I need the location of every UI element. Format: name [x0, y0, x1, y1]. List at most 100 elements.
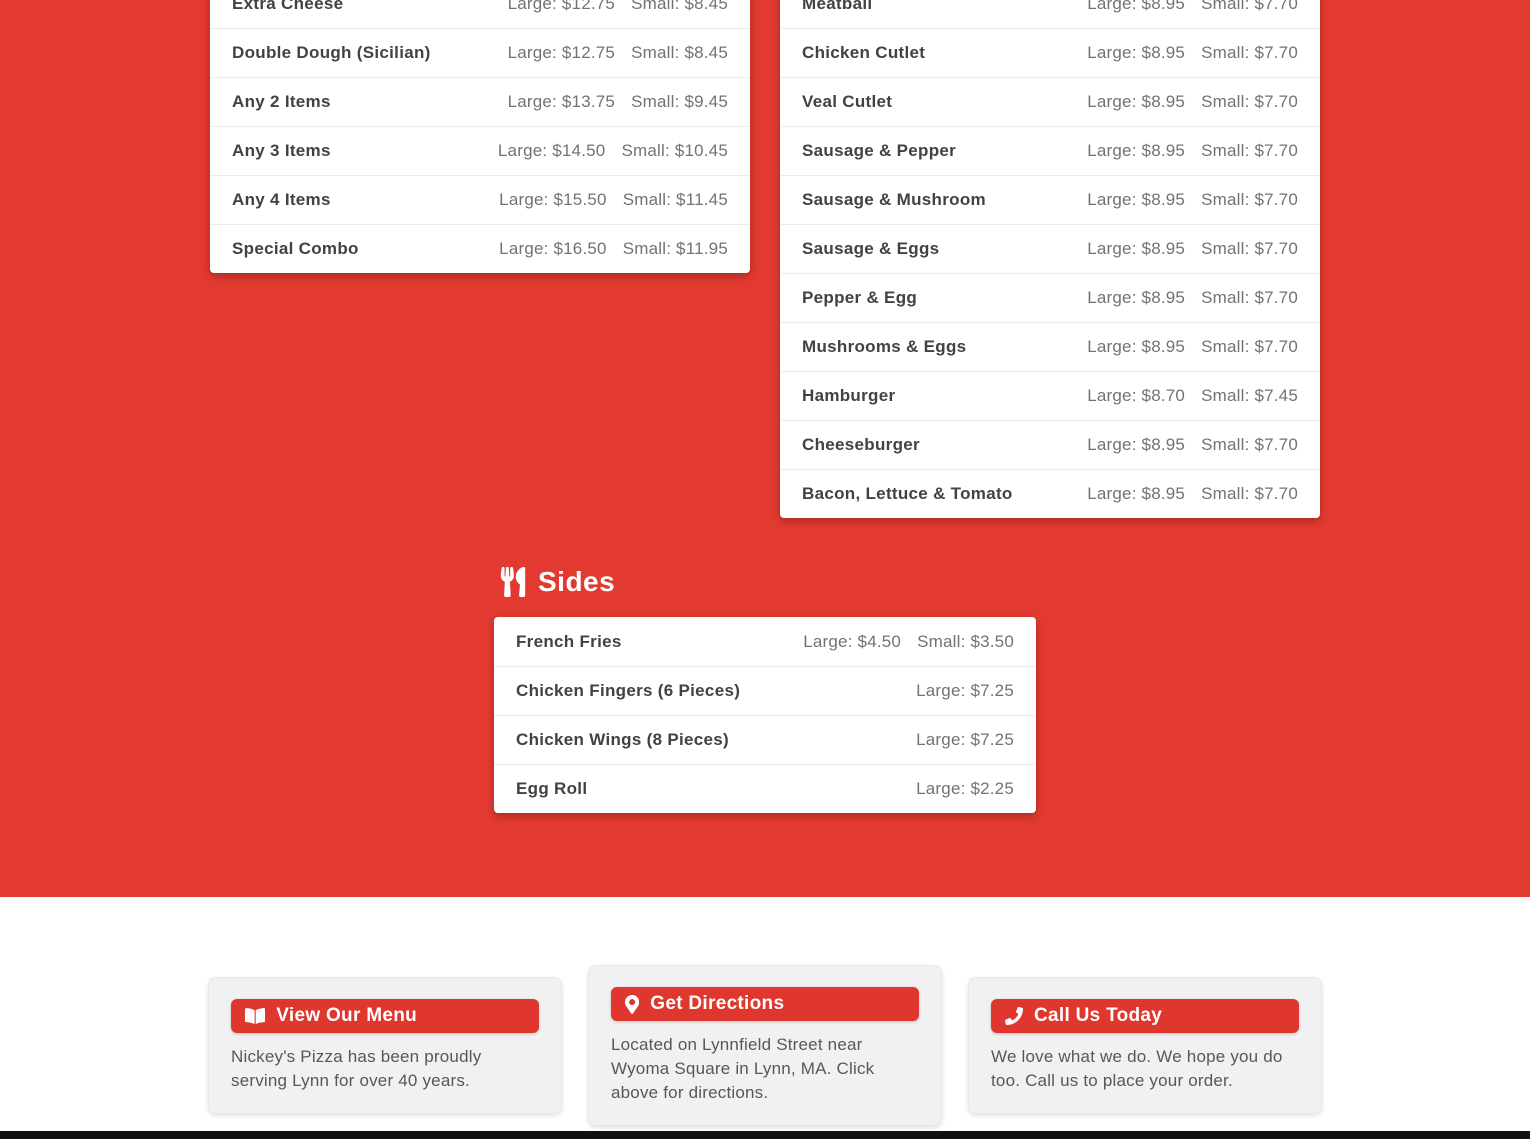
menu-item-prices: Large: $8.95 Small: $7.70 [1087, 435, 1298, 455]
menu-item-price-large: Large: $8.95 [1087, 141, 1186, 160]
menu-item-row: Sausage & Eggs Large: $8.95 Small: $7.70 [780, 224, 1320, 273]
menu-item-price-large: Large: $8.95 [1087, 288, 1186, 307]
menu-item-price-large: Large: $15.50 [499, 190, 607, 209]
menu-item-price-small: Small: $8.45 [631, 43, 728, 62]
menu-item-prices: Large: $8.95 Small: $7.70 [1087, 190, 1298, 210]
menu-item-prices: Large: $12.75 Small: $8.45 [508, 0, 728, 14]
menu-item-prices: Large: $13.75 Small: $9.45 [508, 92, 728, 112]
menu-item-prices: Large: $14.50 Small: $10.45 [498, 141, 728, 161]
menu-item-price-small: Small: $7.70 [1201, 43, 1298, 62]
get-directions-button[interactable]: Get Directions [611, 987, 919, 1021]
menu-item-name: Special Combo [232, 239, 359, 258]
menu-item-prices: Large: $8.95 Small: $7.70 [1087, 337, 1298, 357]
menu-item-row: Cheeseburger Large: $8.95 Small: $7.70 [780, 420, 1320, 469]
menu-item-row: Chicken Cutlet Large: $8.95 Small: $7.70 [780, 28, 1320, 77]
menu-item-name: Chicken Cutlet [802, 43, 926, 62]
menu-item-prices: Large: $16.50 Small: $11.95 [499, 239, 728, 259]
menu-item-name: Chicken Wings (8 Pieces) [516, 730, 730, 749]
menu-item-price-large: Large: $8.95 [1087, 92, 1186, 111]
menu-item-row: Egg Roll Large: $2.25 [494, 764, 1036, 813]
menu-item-price-large: Large: $8.70 [1087, 386, 1186, 405]
menu-item-row: Meatball Large: $8.95 Small: $7.70 [780, 0, 1320, 28]
menu-item-prices: Large: $2.25 [916, 779, 1014, 799]
menu-item-price-large: Large: $12.75 [507, 43, 616, 62]
menu-hero-section: Extra Cheese Large: $12.75 Small: $8.45 … [0, 0, 1530, 897]
view-menu-card: View Our Menu Nickey's Pizza has been pr… [208, 977, 562, 1114]
menu-item-row: Bacon, Lettuce & Tomato Large: $8.95 Sma… [780, 469, 1320, 518]
menu-item-name: Pepper & Egg [802, 288, 918, 307]
menu-item-prices: Large: $7.25 [916, 730, 1014, 750]
menu-item-row: Sausage & Mushroom Large: $8.95 Small: $… [780, 175, 1320, 224]
menu-item-prices: Large: $8.95 Small: $7.70 [1087, 141, 1298, 161]
menu-item-row: Double Dough (Sicilian) Large: $12.75 Sm… [210, 28, 750, 77]
call-us-button[interactable]: Call Us Today [991, 999, 1299, 1033]
map-marker-icon [625, 994, 640, 1014]
call-us-button-label: Call Us Today [1034, 1005, 1163, 1026]
menu-item-name: Chicken Fingers (6 Pieces) [516, 681, 741, 700]
menu-item-price-small: Small: $7.70 [1201, 288, 1298, 307]
get-directions-button-label: Get Directions [650, 993, 785, 1014]
menu-item-name: Any 4 Items [232, 190, 331, 209]
menu-item-price-small: Small: $11.45 [622, 190, 728, 209]
footer-top-strip [0, 1131, 1530, 1139]
book-open-icon [245, 1008, 266, 1024]
sides-section-title: Sides [538, 566, 616, 597]
menu-item-price-small: Small: $11.95 [622, 239, 728, 258]
menu-item-price-large: Large: $13.75 [507, 92, 616, 111]
menu-item-price-large: Large: $8.95 [1087, 0, 1186, 13]
menu-item-price-large: Large: $8.95 [1087, 435, 1186, 454]
menu-item-row: Any 4 Items Large: $15.50 Small: $11.45 [210, 175, 750, 224]
menu-item-price-small: Small: $7.70 [1201, 190, 1298, 209]
menu-item-prices: Large: $8.95 Small: $7.70 [1087, 43, 1298, 63]
menu-item-price-small: Small: $7.70 [1201, 337, 1298, 356]
sides-menu-card: French Fries Large: $4.50 Small: $3.50 C… [494, 617, 1036, 813]
menu-item-row: Hamburger Large: $8.70 Small: $7.45 [780, 371, 1320, 420]
get-directions-card: Get Directions Located on Lynnfield Stre… [588, 965, 942, 1126]
menu-item-name: Any 2 Items [232, 92, 331, 111]
menu-item-price-large: Large: $8.95 [1087, 484, 1186, 503]
menu-item-price-large: Large: $14.50 [497, 141, 606, 160]
menu-item-row: French Fries Large: $4.50 Small: $3.50 [494, 617, 1036, 666]
call-us-card: Call Us Today We love what we do. We hop… [968, 977, 1322, 1114]
menu-item-name: Double Dough (Sicilian) [232, 43, 431, 62]
call-us-text: We love what we do. We hope you do too. … [991, 1047, 1283, 1090]
menu-item-name: French Fries [516, 631, 622, 651]
menu-item-price-small: Small: $8.45 [631, 0, 728, 13]
menu-item-price-large: Large: $7.25 [916, 681, 1014, 700]
view-menu-text: Nickey's Pizza has been proudly serving … [231, 1047, 482, 1090]
menu-item-price-small: Small: $3.50 [917, 631, 1014, 651]
menu-item-price-large: Large: $8.95 [1087, 43, 1186, 62]
menu-item-prices: Large: $15.50 Small: $11.45 [499, 190, 728, 210]
menu-item-row: Sausage & Pepper Large: $8.95 Small: $7.… [780, 126, 1320, 175]
pizza-menu-card: Extra Cheese Large: $12.75 Small: $8.45 … [210, 0, 750, 273]
menu-item-name: Any 3 Items [232, 141, 331, 160]
info-cards-row: View Our Menu Nickey's Pizza has been pr… [0, 965, 1530, 1126]
menu-item-price-small: Small: $7.70 [1201, 239, 1298, 258]
menu-item-price-small: Small: $7.70 [1201, 141, 1298, 160]
menu-item-price-large: Large: $4.50 [803, 631, 902, 651]
menu-item-row: Special Combo Large: $16.50 Small: $11.9… [210, 224, 750, 273]
menu-item-price-large: Large: $12.75 [507, 0, 616, 13]
utensils-icon [500, 567, 526, 597]
menu-item-prices: Large: $4.50 Small: $3.50 [803, 632, 1014, 652]
menu-item-name: Sausage & Pepper [802, 141, 957, 160]
menu-item-row: Any 2 Items Large: $13.75 Small: $9.45 [210, 77, 750, 126]
menu-item-prices: Large: $8.95 Small: $7.70 [1087, 484, 1298, 504]
menu-item-name: Meatball [802, 0, 873, 13]
view-menu-button[interactable]: View Our Menu [231, 999, 539, 1033]
menu-item-price-large: Large: $8.95 [1087, 239, 1186, 258]
get-directions-text: Located on Lynnfield Street near Wyoma S… [611, 1035, 875, 1102]
menu-item-row: Any 3 Items Large: $14.50 Small: $10.45 [210, 126, 750, 175]
menu-item-price-small: Small: $7.70 [1201, 92, 1298, 111]
menu-item-price-small: Small: $10.45 [621, 141, 728, 160]
view-menu-button-label: View Our Menu [276, 1005, 418, 1026]
menu-item-row: Veal Cutlet Large: $8.95 Small: $7.70 [780, 77, 1320, 126]
menu-item-row: Extra Cheese Large: $12.75 Small: $8.45 [210, 0, 750, 28]
menu-item-price-large: Large: $2.25 [916, 779, 1014, 798]
menu-item-name: Extra Cheese [232, 0, 344, 13]
menu-item-name: Mushrooms & Eggs [802, 337, 967, 356]
menu-item-row: Mushrooms & Eggs Large: $8.95 Small: $7.… [780, 322, 1320, 371]
phone-icon [1005, 1007, 1023, 1025]
menu-item-price-small: Small: $7.70 [1201, 484, 1298, 503]
menu-item-prices: Large: $8.95 Small: $7.70 [1087, 239, 1298, 259]
